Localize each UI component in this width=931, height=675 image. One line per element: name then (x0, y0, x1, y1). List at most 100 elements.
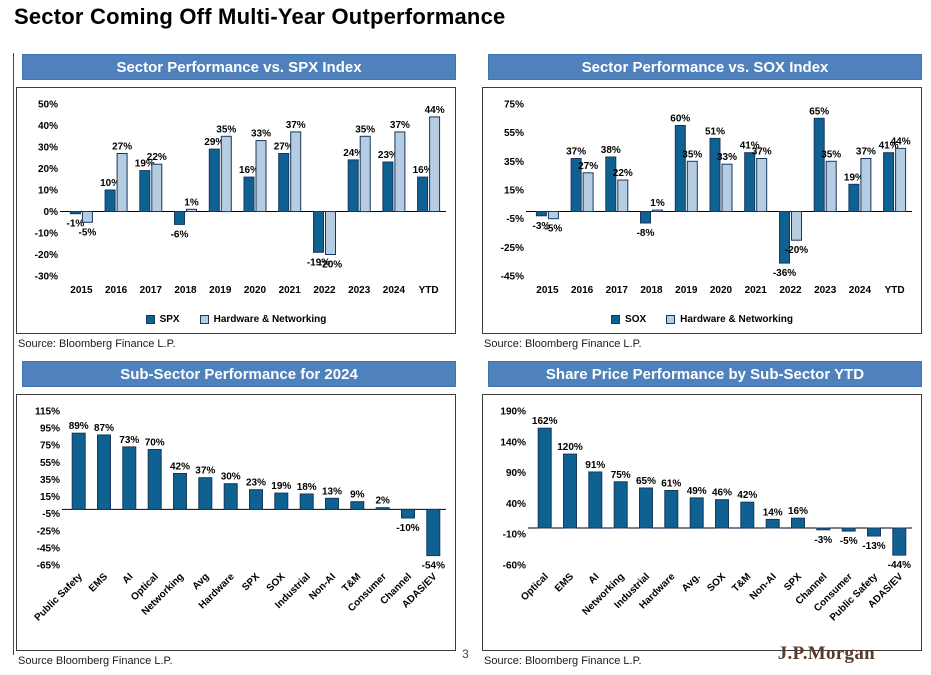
bar (173, 473, 187, 510)
value-label: 30% (221, 472, 241, 483)
category-label: T&M (730, 571, 753, 594)
value-label: 16% (239, 165, 259, 176)
category-label: SOX (705, 571, 728, 594)
category-label: YTD (885, 285, 905, 296)
value-label: 29% (204, 137, 224, 148)
bar (744, 152, 756, 212)
value-label: 87% (94, 423, 114, 434)
bar (825, 160, 837, 213)
jpmorgan-logo: J.P.Morgan (777, 643, 875, 664)
y-tick-label: 75% (504, 100, 524, 111)
value-label: 19% (135, 159, 155, 170)
category-label: 2021 (745, 285, 768, 296)
bar (274, 492, 289, 510)
value-label: 37% (390, 120, 410, 131)
y-tick-label: -25% (37, 526, 60, 537)
bar (605, 156, 617, 212)
bar (721, 163, 733, 212)
bar (547, 211, 559, 220)
bar (417, 176, 429, 212)
left-accent-line (13, 53, 14, 655)
spx-vs-sector-bar-chart: 50% 40% 30% 20% 10% 0% -10% -20% -30% -1% 10% 19% -6… (35, 100, 446, 296)
value-label: 10% (100, 178, 120, 189)
bar (71, 432, 86, 510)
category-label: T&M (340, 571, 363, 594)
chart-box-sox: 75% 55% 35% 15% -5% -25% -45% -3% 37% 38% -8% 60% 51… (482, 87, 922, 334)
category-label: 2015 (70, 285, 93, 296)
value-label: 41% (879, 141, 899, 152)
category-label: 2023 (348, 285, 371, 296)
category-label: Public Safety (33, 571, 85, 623)
value-label: 33% (251, 129, 271, 140)
bar (313, 211, 324, 253)
bar (208, 148, 220, 212)
value-label: 18% (297, 482, 317, 493)
y-tick-label: -5% (506, 214, 524, 225)
value-label: 23% (378, 150, 398, 161)
value-label: 9% (350, 490, 365, 501)
source-note-spx: Source: Bloomberg Finance L.P. (18, 338, 176, 350)
legend-swatch (199, 314, 209, 324)
bar (617, 179, 629, 212)
bar (255, 140, 267, 212)
value-label: 22% (147, 152, 167, 163)
y-tick-label: -45% (501, 272, 524, 283)
value-label: -5% (79, 227, 97, 238)
value-label: 42% (170, 462, 190, 473)
legend-item: SPX (145, 313, 180, 325)
value-label: -10% (396, 523, 419, 534)
value-label: 16% (788, 506, 808, 517)
value-label: 60% (670, 114, 690, 125)
y-tick-label: 50% (38, 100, 58, 111)
bar (535, 211, 547, 217)
y-tick-label: -10% (35, 229, 58, 240)
category-label: Non-AI (307, 571, 338, 602)
legend-item: SOX (611, 314, 646, 325)
value-label: 37% (856, 147, 876, 158)
value-label: 2% (375, 496, 390, 507)
category-label: YTD (419, 285, 439, 296)
category-label: 2021 (279, 285, 302, 296)
category-label: 2016 (571, 285, 594, 296)
category-label: 2019 (675, 285, 698, 296)
bar (426, 508, 441, 557)
bar (290, 131, 302, 212)
bar (588, 471, 603, 529)
y-tick-label: -45% (37, 543, 60, 554)
value-label: 42% (737, 490, 757, 501)
bar (429, 116, 441, 212)
value-label: 65% (636, 476, 656, 487)
bar (841, 527, 856, 532)
chart-header-spx: Sector Performance vs. SPX Index (22, 54, 456, 80)
legend-label: SPX (159, 313, 180, 325)
value-label: 120% (557, 442, 583, 453)
category-label: 2024 (849, 285, 872, 296)
value-label: 49% (687, 486, 707, 497)
category-label: 2018 (174, 285, 197, 296)
panel-subsector-2024: Sub-Sector Performance for 2024 115% 95% 7… (16, 361, 456, 667)
value-label: 46% (712, 488, 732, 499)
value-label: 89% (69, 421, 89, 432)
y-tick-label: -5% (42, 509, 60, 520)
value-label: 35% (682, 149, 702, 160)
category-label: 2018 (640, 285, 663, 296)
chart-box-spx: 50% 40% 30% 20% 10% 0% -10% -20% -30% -1% 10% 19% -6… (16, 87, 456, 334)
value-label: 33% (717, 152, 737, 163)
value-label: -8% (637, 228, 655, 239)
chart-box-subsector-ytd: 190% 140% 90% 40% -10% -60% 162% 120% 91% 75% 65% 6… (482, 394, 922, 651)
y-tick-label: 95% (40, 424, 60, 435)
value-label: -6% (171, 229, 189, 240)
bar (186, 208, 197, 213)
bar (243, 176, 255, 212)
bar (122, 446, 137, 510)
value-label: 41% (740, 141, 760, 152)
bar (689, 497, 704, 529)
y-tick-label: 30% (38, 143, 58, 154)
bar (848, 183, 860, 213)
bar (116, 153, 128, 212)
y-tick-label: 35% (504, 157, 524, 168)
bar (867, 527, 881, 537)
bar (709, 137, 721, 212)
y-tick-label: 40% (38, 121, 58, 132)
bar (249, 489, 263, 510)
